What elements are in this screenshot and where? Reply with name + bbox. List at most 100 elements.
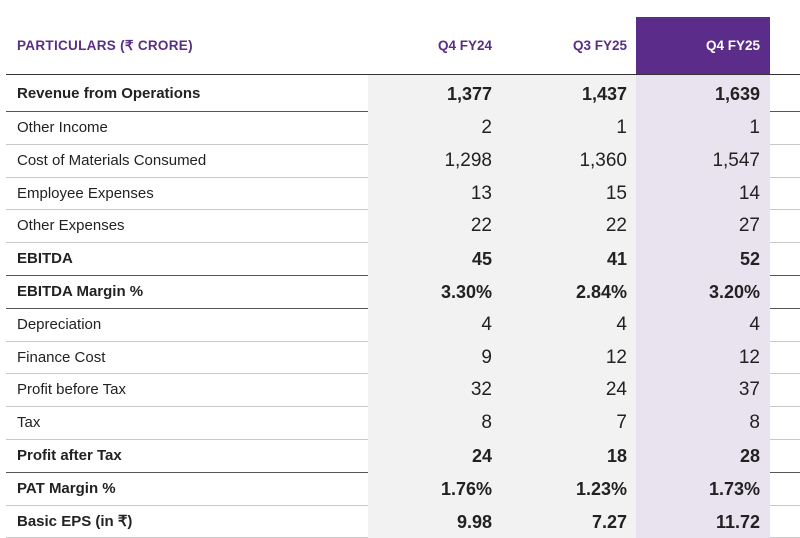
value-cell: 3.30% — [440, 281, 492, 302]
value-cell: 1,639 — [714, 84, 760, 104]
highlight-column-bg — [636, 243, 770, 276]
shaded-columns-bg — [368, 374, 636, 408]
table-row: Finance Cost 9 12 12 — [6, 341, 800, 375]
header-q4-fy24: Q4 FY24 — [437, 38, 492, 53]
shaded-columns-bg — [368, 112, 636, 145]
shaded-columns-bg — [368, 243, 636, 276]
shaded-columns-bg — [368, 407, 636, 440]
value-cell: 12 — [605, 346, 627, 368]
table-row: Tax 8 7 8 — [6, 407, 800, 440]
value-cell: 3.20% — [708, 281, 760, 302]
value-cell: 1,360 — [579, 149, 627, 171]
table-row: Depreciation 4 4 4 — [6, 308, 800, 342]
shaded-columns-bg — [368, 439, 636, 473]
value-cell: 37 — [738, 379, 760, 401]
table-row: Basic EPS (in ₹) 9.98 7.27 11.72 — [6, 505, 800, 538]
row-label: Employee Expenses — [17, 184, 154, 202]
value-cell: 27 — [738, 215, 760, 237]
value-cell: 45 — [471, 249, 492, 270]
value-cell: 1,377 — [446, 84, 492, 104]
value-cell: 8 — [749, 412, 760, 434]
highlight-column-bg — [636, 275, 770, 309]
header-particulars: PARTICULARS (₹ CRORE) — [17, 38, 193, 53]
row-label: Other Income — [17, 119, 108, 136]
shaded-columns-bg — [368, 210, 636, 244]
highlight-column-bg — [636, 144, 770, 178]
table-row: Profit before Tax 32 24 37 — [6, 374, 800, 408]
shaded-columns-bg — [368, 144, 636, 178]
row-label: Basic EPS (in ₹) — [17, 512, 133, 530]
shaded-columns-bg — [368, 177, 636, 211]
row-label: Depreciation — [17, 315, 102, 333]
highlight-column-bg — [636, 75, 770, 112]
value-cell: 1,547 — [712, 149, 760, 171]
row-label: Finance Cost — [17, 348, 106, 366]
table-row: Other Expenses 22 22 27 — [6, 210, 800, 244]
value-cell: 1.23% — [575, 478, 627, 499]
highlight-column-bg — [636, 210, 770, 244]
value-cell: 1.76% — [440, 478, 492, 499]
highlight-column-bg — [636, 177, 770, 211]
value-cell: 52 — [739, 249, 760, 270]
shaded-columns-bg — [368, 275, 636, 309]
value-cell: 1 — [616, 117, 627, 138]
table-row: Profit after Tax 24 18 28 — [6, 439, 800, 473]
value-cell: 11.72 — [715, 511, 760, 532]
value-cell: 15 — [605, 182, 627, 204]
row-label: EBITDA Margin % — [17, 282, 144, 300]
row-label: Other Expenses — [17, 217, 125, 235]
value-cell: 22 — [605, 215, 627, 237]
highlight-column-bg — [636, 472, 770, 506]
row-label: Profit after Tax — [17, 446, 122, 464]
value-cell: 22 — [470, 215, 492, 237]
row-label: Revenue from Operations — [17, 85, 201, 102]
highlight-column-bg — [636, 308, 770, 342]
value-cell: 7.27 — [591, 511, 627, 532]
value-cell: 9.98 — [456, 511, 492, 532]
table-header: PARTICULARS (₹ CRORE) Q4 FY24 Q3 FY25 Q4… — [6, 17, 800, 75]
value-cell: 2 — [481, 117, 492, 138]
row-label: PAT Margin % — [17, 479, 116, 497]
value-cell: 18 — [606, 445, 627, 466]
highlight-column-bg — [636, 407, 770, 440]
value-cell: 1 — [749, 117, 760, 138]
highlight-column-bg — [636, 341, 770, 375]
shaded-columns-bg — [368, 75, 636, 112]
value-cell: 13 — [470, 182, 492, 204]
table-row: Revenue from Operations 1,377 1,437 1,639 — [6, 75, 800, 112]
header-q3-fy25: Q3 FY25 — [572, 38, 627, 53]
value-cell: 12 — [738, 346, 760, 368]
value-cell: 4 — [616, 313, 627, 335]
highlight-column-bg — [636, 112, 770, 145]
row-label: Tax — [17, 414, 41, 432]
shaded-columns-bg — [368, 341, 636, 375]
value-cell: 2.84% — [575, 281, 627, 302]
value-cell: 1,298 — [444, 149, 492, 171]
table-row: Cost of Materials Consumed 1,298 1,360 1,54… — [6, 144, 800, 178]
value-cell: 9 — [481, 346, 492, 368]
value-cell: 32 — [470, 379, 492, 401]
value-cell: 1.73% — [708, 478, 760, 499]
value-cell: 28 — [739, 445, 760, 466]
shaded-columns-bg — [368, 472, 636, 506]
header-q4-fy25: Q4 FY25 — [636, 17, 770, 74]
value-cell: 41 — [606, 249, 627, 270]
row-label: EBITDA — [17, 250, 73, 268]
table-row: PAT Margin % 1.76% 1.23% 1.73% — [6, 472, 800, 506]
highlight-column-bg — [636, 374, 770, 408]
table-row: EBITDA Margin % 3.30% 2.84% 3.20% — [6, 275, 800, 309]
value-cell: 4 — [749, 313, 760, 335]
value-cell: 1,437 — [581, 84, 627, 104]
highlight-column-bg — [636, 439, 770, 473]
value-cell: 24 — [605, 379, 627, 401]
value-cell: 14 — [738, 182, 760, 204]
table-row: Other Income 2 1 1 — [6, 112, 800, 145]
value-cell: 24 — [471, 445, 492, 466]
value-cell: 8 — [481, 412, 492, 434]
financial-table: PARTICULARS (₹ CRORE) Q4 FY24 Q3 FY25 Q4… — [6, 17, 800, 538]
value-cell: 7 — [616, 412, 627, 434]
row-label: Profit before Tax — [17, 381, 126, 399]
table-body: Revenue from Operations 1,377 1,437 1,639 Ot… — [6, 75, 800, 538]
shaded-columns-bg — [368, 308, 636, 342]
table-row: Employee Expenses 13 15 14 — [6, 177, 800, 211]
